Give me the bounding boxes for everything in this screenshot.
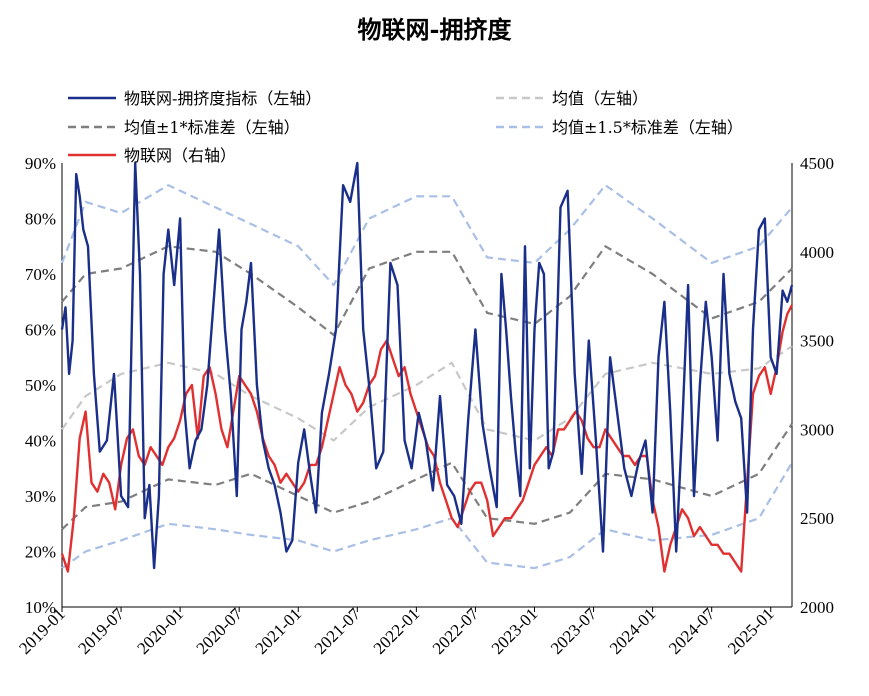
legend-label-sd1: 均值±1*标准差（左轴） <box>124 118 300 137</box>
x-tick-label: 2021-07 <box>311 604 365 658</box>
x-tick-label: 2022-01 <box>370 604 424 658</box>
x-tick-label: 2024-07 <box>665 604 719 658</box>
y-left-tick-label: 80% <box>25 210 56 229</box>
series-line-sd15_upper <box>60 184 793 287</box>
y-right-tick-label: 2500 <box>800 509 834 528</box>
x-tick-label: 2025-01 <box>724 604 778 658</box>
y-right-tick-label: 2000 <box>800 598 834 617</box>
series-line-sd1_upper <box>61 245 793 337</box>
y-right-tick-label: 4000 <box>800 243 834 262</box>
y-left-tick-label: 20% <box>25 543 56 562</box>
x-tick-label: 2021-01 <box>252 604 306 658</box>
y-left-tick-label: 30% <box>25 487 56 506</box>
legend-label-index: 物联网-拥挤度指标（左轴） <box>124 89 321 108</box>
series-line-sd15_lower <box>61 462 793 570</box>
legend-label-price: 物联网（右轴） <box>124 146 236 165</box>
y-left-tick-label: 10% <box>25 598 56 617</box>
x-tick-label: 2020-01 <box>133 604 187 658</box>
x-tick-label: 2024-01 <box>606 604 660 658</box>
x-tick-label: 2023-01 <box>488 604 542 658</box>
legend-label-mean: 均值（左轴） <box>552 89 648 108</box>
y-left-tick-label: 50% <box>25 376 56 395</box>
y-left-tick-label: 60% <box>25 321 56 340</box>
series-line-sd1_lower <box>61 423 793 531</box>
y-left-tick-label: 90% <box>25 154 56 173</box>
legend-label-sd15: 均值±1.5*标准差（左轴） <box>552 118 743 137</box>
x-tick-label: 2019-07 <box>74 604 128 658</box>
x-tick-label: 2022-07 <box>429 604 483 658</box>
y-right-tick-label: 3500 <box>800 332 834 351</box>
y-right-tick-label: 3000 <box>800 420 834 439</box>
series-layer <box>60 161 794 573</box>
y-left-tick-label: 40% <box>25 432 56 451</box>
y-left-tick-label: 70% <box>25 265 56 284</box>
y-right-tick-label: 4500 <box>800 154 834 173</box>
chart-title: 物联网-拥挤度 <box>357 15 512 44</box>
series-line-mean <box>61 345 793 442</box>
legend: 物联网-拥挤度指标（左轴） 均值（左轴） 均值±1*标准差（左轴） 均值±1.5*标准… <box>68 89 743 165</box>
series-line-index <box>60 161 794 570</box>
x-tick-label: 2023-07 <box>547 604 601 658</box>
x-tick-label: 2020-07 <box>193 604 247 658</box>
